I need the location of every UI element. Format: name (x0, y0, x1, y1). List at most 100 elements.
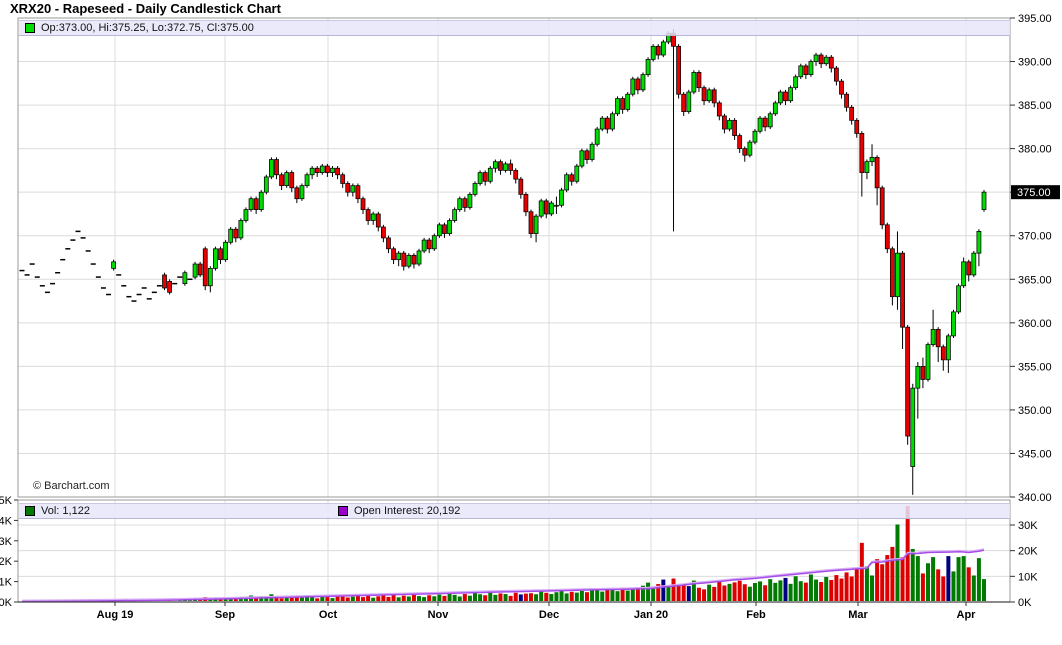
candle-up (258, 191, 264, 210)
candle-up (594, 128, 600, 145)
volume-bar (671, 578, 676, 601)
candle-down (442, 224, 447, 234)
volume-bar (870, 575, 875, 601)
candle-up (961, 261, 967, 287)
candle-down (834, 67, 839, 82)
candle-up (467, 193, 473, 208)
candle-up (579, 150, 585, 167)
candle-up (248, 198, 254, 210)
volume-bar (284, 597, 289, 601)
candle-down (482, 172, 488, 182)
volume-bar (839, 578, 844, 601)
price-dash-mark (187, 278, 193, 281)
volume-bar (452, 594, 457, 601)
volume-axis-left-label: 5K (0, 495, 13, 507)
open-interest-line-highlight (21, 548, 985, 601)
candle-up (243, 209, 249, 221)
candle-up (452, 209, 458, 221)
candle-down (569, 174, 575, 182)
volume-bar (366, 595, 371, 601)
volume-bar (417, 596, 422, 601)
volume-bar (320, 596, 325, 601)
volume-bar (707, 584, 712, 601)
candle-down (381, 226, 386, 239)
candle-down (839, 80, 844, 95)
candle-up (691, 72, 697, 93)
candle-down (859, 133, 865, 173)
candle-up (757, 117, 763, 132)
candle-down (762, 117, 768, 128)
candle-up (304, 174, 310, 187)
volume-bar (411, 594, 416, 601)
volume-bar (437, 594, 442, 601)
volume-bar (941, 576, 946, 601)
price-dash-mark (131, 300, 137, 302)
candle-down (940, 346, 946, 361)
price-dash-mark (85, 250, 91, 252)
candle-down (523, 193, 529, 213)
volume-bar (473, 593, 478, 601)
candle-up (564, 174, 569, 191)
volume-axis-right-label: 30K (1018, 520, 1038, 532)
candle-up (421, 239, 427, 252)
candle-down (274, 159, 279, 176)
volume-axis-right-label: 20K (1018, 546, 1038, 558)
volume-bar (361, 597, 366, 601)
volume-bar (350, 596, 355, 601)
candle-down (518, 178, 524, 195)
candle-up (492, 161, 498, 169)
volume-bar (315, 598, 320, 601)
candle-down (426, 239, 432, 250)
price-dash-mark (126, 295, 132, 298)
candle-down (325, 165, 330, 173)
open-interest-legend-text: Open Interest: 20,192 (354, 505, 461, 517)
volume-bar (778, 580, 783, 601)
volume-bar (330, 598, 335, 601)
volume-bar (396, 597, 401, 601)
candle-down (202, 248, 208, 287)
volume-bar (920, 573, 925, 601)
candle-up (416, 250, 422, 265)
price-dash-mark (39, 285, 45, 287)
volume-bar (976, 558, 981, 601)
volume-bar (982, 579, 986, 601)
price-axis-label: 370.00 (1018, 231, 1052, 243)
volume-bar (635, 587, 640, 601)
candle-down (737, 135, 743, 150)
candle-down (294, 187, 300, 200)
candle-down (360, 198, 366, 210)
open-interest-legend-group: Open Interest: 20,192 (332, 504, 460, 518)
candle-up (213, 248, 218, 269)
volume-legend-bar: Vol: 1,122 Open Interest: 20,192 (19, 503, 1010, 519)
volume-bar (325, 597, 330, 601)
price-dash-mark (55, 271, 61, 274)
volume-bar (381, 595, 386, 601)
price-dash-mark (121, 285, 127, 287)
volume-bar (264, 596, 269, 601)
volume-bar (732, 582, 737, 601)
ohlc-legend-swatch-icon (25, 23, 35, 33)
volume-legend-swatch-icon (25, 506, 35, 516)
candle-up (645, 58, 651, 75)
candle-up (727, 119, 732, 130)
candle-up (971, 252, 977, 276)
candle-up (487, 167, 493, 182)
x-axis-label: Apr (957, 609, 977, 621)
candle-down (411, 254, 417, 265)
volume-bar (386, 596, 391, 601)
candle-down (818, 54, 824, 65)
candle-down (279, 174, 284, 187)
candle-up (640, 74, 646, 91)
candle-up (319, 165, 325, 173)
volume-bar (966, 567, 971, 601)
candle-down (584, 150, 590, 160)
volume-bar (844, 572, 849, 601)
x-axis-label: Oct (319, 609, 338, 621)
candle-down (935, 328, 941, 348)
volume-bar (498, 593, 503, 601)
volume-bar (717, 582, 722, 601)
volume-bar (549, 594, 554, 601)
candle-down (197, 263, 203, 276)
volume-bar (289, 597, 294, 601)
price-dash-mark (34, 276, 40, 278)
